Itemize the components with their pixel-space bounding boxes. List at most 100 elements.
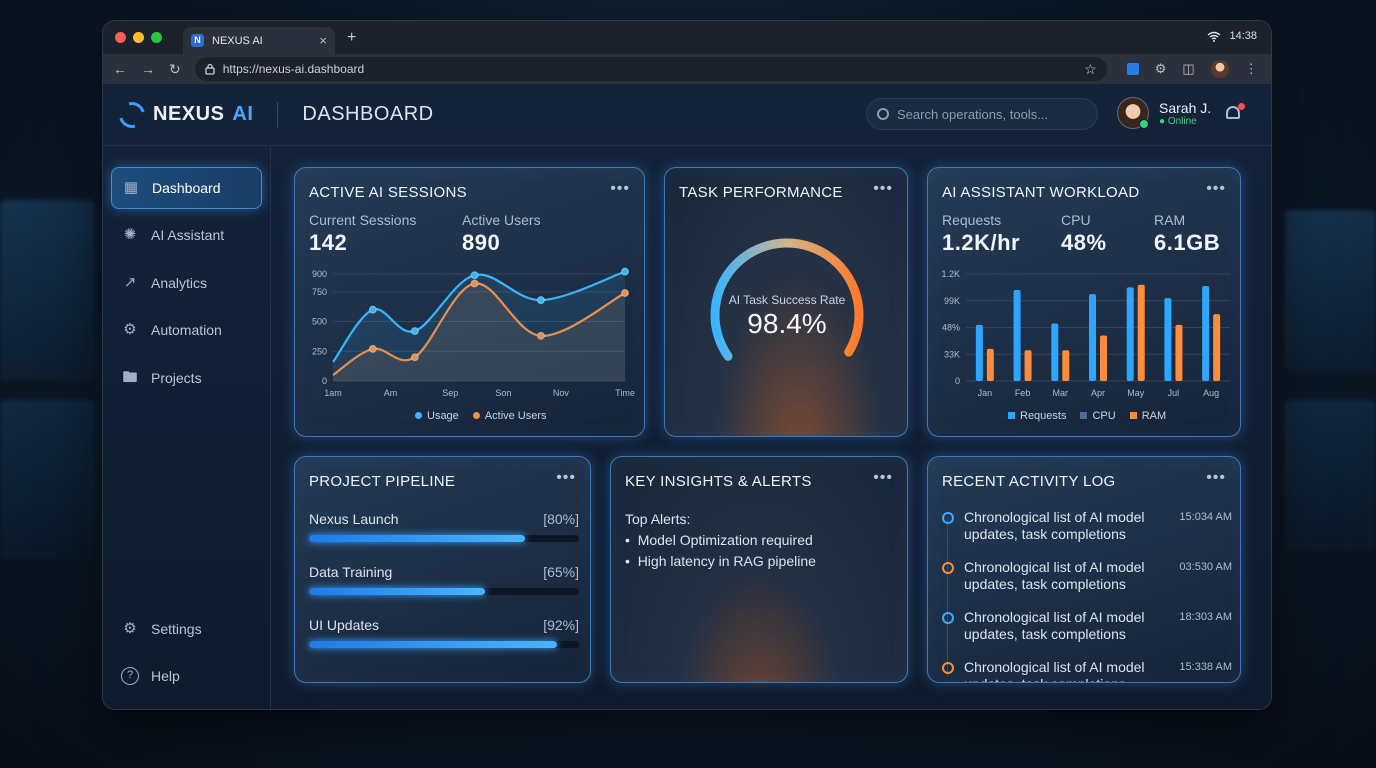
bar-ram bbox=[1137, 284, 1145, 381]
timeline-dot bbox=[942, 662, 954, 674]
folder-icon: 🖿 bbox=[122, 369, 138, 386]
legend-item: RAM bbox=[1129, 410, 1166, 422]
user-status: ● Online bbox=[1159, 115, 1197, 127]
forward-icon[interactable]: → bbox=[141, 61, 155, 77]
bar-requests bbox=[1013, 290, 1021, 381]
bar-requests bbox=[1164, 298, 1172, 381]
search-field[interactable]: Search operations, tools... bbox=[866, 98, 1098, 130]
more-options-icon[interactable]: ••• bbox=[610, 180, 630, 197]
stat-value: 1.2K/hr bbox=[942, 230, 1021, 255]
timeline-dot bbox=[942, 562, 954, 574]
activity-item[interactable]: Chronological list of AI model updates, … bbox=[942, 559, 1232, 609]
progress-fill bbox=[309, 641, 558, 648]
bar-ram bbox=[1175, 324, 1183, 381]
close-window-button[interactable] bbox=[115, 32, 126, 43]
sidebar-item-dashboard[interactable]: ▦ Dashboard bbox=[111, 167, 262, 209]
notification-bell-icon[interactable] bbox=[1225, 103, 1245, 123]
chart-legend: Usage Active Users bbox=[415, 410, 547, 422]
activity-item[interactable]: Chronological list of AI model updates, … bbox=[942, 609, 1232, 659]
x-tick-label: Jan bbox=[978, 388, 993, 398]
timeline-dot bbox=[942, 512, 954, 524]
sidebar-item-settings[interactable]: ⚙ Settings bbox=[111, 608, 262, 650]
alert-item[interactable]: • High latency in RAG pipeline bbox=[625, 553, 816, 569]
maximize-window-button[interactable] bbox=[151, 32, 162, 43]
x-tick-label: Time bbox=[615, 388, 635, 398]
data-point bbox=[368, 305, 377, 314]
more-options-icon[interactable]: ••• bbox=[556, 469, 576, 486]
alert-item[interactable]: • Model Optimization required bbox=[625, 532, 813, 548]
pipeline-label: Nexus Launch bbox=[309, 511, 399, 527]
sidebar-item-ai-assistant[interactable]: ✺ AI Assistant bbox=[111, 214, 262, 256]
activity-text: Chronological list of AI model updates, … bbox=[964, 659, 1145, 682]
activity-text: Chronological list of AI model updates, … bbox=[964, 509, 1145, 542]
activity-text: Chronological list of AI model updates, … bbox=[964, 559, 1145, 592]
profile-avatar-icon[interactable] bbox=[1210, 60, 1229, 78]
pipeline-label: Data Training bbox=[309, 564, 393, 580]
close-tab-icon[interactable]: × bbox=[319, 33, 327, 48]
legend-item: CPU bbox=[1080, 410, 1116, 422]
activity-item[interactable]: Chronological list of AI model updates, … bbox=[942, 509, 1232, 559]
avatar bbox=[1117, 97, 1149, 129]
bar-requests bbox=[1089, 294, 1096, 381]
back-icon[interactable]: ← bbox=[113, 61, 127, 77]
sidebar-item-projects[interactable]: 🖿 Projects bbox=[111, 357, 262, 399]
line-chart-icon: ↗ bbox=[123, 274, 137, 291]
settings-icon: ⚙ bbox=[123, 620, 137, 637]
background-monitor-right-lower bbox=[1285, 400, 1376, 550]
activity-time: 03:530 AM bbox=[1179, 561, 1232, 573]
gauge-arc bbox=[710, 238, 864, 361]
stat-label: RAM bbox=[1154, 212, 1186, 228]
data-point bbox=[621, 267, 629, 276]
user-profile[interactable]: Sarah J. ● Online bbox=[1117, 97, 1211, 129]
puzzle-icon[interactable]: ⚙ bbox=[1154, 61, 1167, 76]
success-rate-gauge bbox=[710, 238, 864, 361]
brand-logo[interactable]: NEXUS AI bbox=[114, 96, 253, 133]
browser-tab[interactable]: N NEXUS AI × bbox=[183, 27, 335, 54]
extension-icon[interactable] bbox=[1126, 63, 1139, 75]
reload-icon[interactable]: ↻ bbox=[169, 60, 181, 77]
sidebar-item-label: AI Assistant bbox=[151, 227, 225, 243]
pipeline-percent: [92%] bbox=[543, 617, 579, 633]
bar-ram bbox=[986, 348, 994, 381]
more-options-icon[interactable]: ••• bbox=[1206, 469, 1226, 486]
more-options-icon[interactable]: ••• bbox=[873, 180, 893, 197]
legend-item: Requests bbox=[1008, 410, 1066, 422]
pipeline-item[interactable]: Data Training [65%] bbox=[309, 564, 579, 595]
sidebar-item-label: Help bbox=[151, 668, 180, 684]
bookmark-star-icon[interactable]: ☆ bbox=[1084, 60, 1097, 77]
progress-track bbox=[309, 641, 579, 648]
activity-item[interactable]: Chronological list of AI model updates, … bbox=[942, 659, 1232, 682]
alerts-list: Top Alerts: • Model Optimization require… bbox=[625, 509, 816, 572]
sidepanel-icon[interactable]: ◫ bbox=[1182, 61, 1195, 76]
sidebar-item-automation[interactable]: ⚙ Automation bbox=[111, 309, 262, 351]
sidebar-item-label: Automation bbox=[151, 322, 222, 338]
kebab-menu-icon[interactable]: ⋮ bbox=[1244, 61, 1258, 76]
bar-requests bbox=[1202, 286, 1210, 381]
y-tick-label: 0 bbox=[322, 376, 327, 386]
pipeline-item[interactable]: UI Updates [92%] bbox=[309, 617, 579, 648]
address-bar[interactable]: https://nexus-ai.dashboard ☆ bbox=[194, 57, 1107, 81]
x-tick-label: Am bbox=[384, 388, 398, 398]
pipeline-item[interactable]: Nexus Launch [80%] bbox=[309, 511, 579, 542]
progress-fill bbox=[309, 535, 525, 542]
card-insights-alerts: KEY INSIGHTS & ALERTS ••• Top Alerts: • … bbox=[610, 456, 908, 683]
series-area bbox=[333, 271, 625, 381]
tab-title: NEXUS AI bbox=[212, 34, 263, 47]
data-point bbox=[536, 331, 545, 340]
x-tick-label: Jul bbox=[1168, 388, 1180, 398]
extension-bar: ⚙ ◫ ⋮ bbox=[1126, 60, 1258, 78]
y-tick-label: 1.2K bbox=[941, 269, 960, 279]
nexus-logo-icon bbox=[114, 96, 150, 133]
more-options-icon[interactable]: ••• bbox=[873, 469, 893, 486]
y-tick-label: 33K bbox=[944, 349, 960, 359]
sidebar-item-analytics[interactable]: ↗ Analytics bbox=[111, 262, 262, 304]
progress-fill bbox=[309, 588, 485, 595]
bar-requests bbox=[1126, 287, 1134, 381]
more-options-icon[interactable]: ••• bbox=[1206, 180, 1226, 197]
new-tab-button[interactable]: + bbox=[347, 28, 357, 46]
bar-requests bbox=[975, 324, 983, 381]
card-title: AI ASSISTANT WORKLOAD bbox=[942, 184, 1140, 201]
sidebar-item-help[interactable]: ? Help bbox=[111, 655, 262, 697]
minimize-window-button[interactable] bbox=[133, 32, 144, 43]
background-monitor-right bbox=[1285, 210, 1376, 370]
